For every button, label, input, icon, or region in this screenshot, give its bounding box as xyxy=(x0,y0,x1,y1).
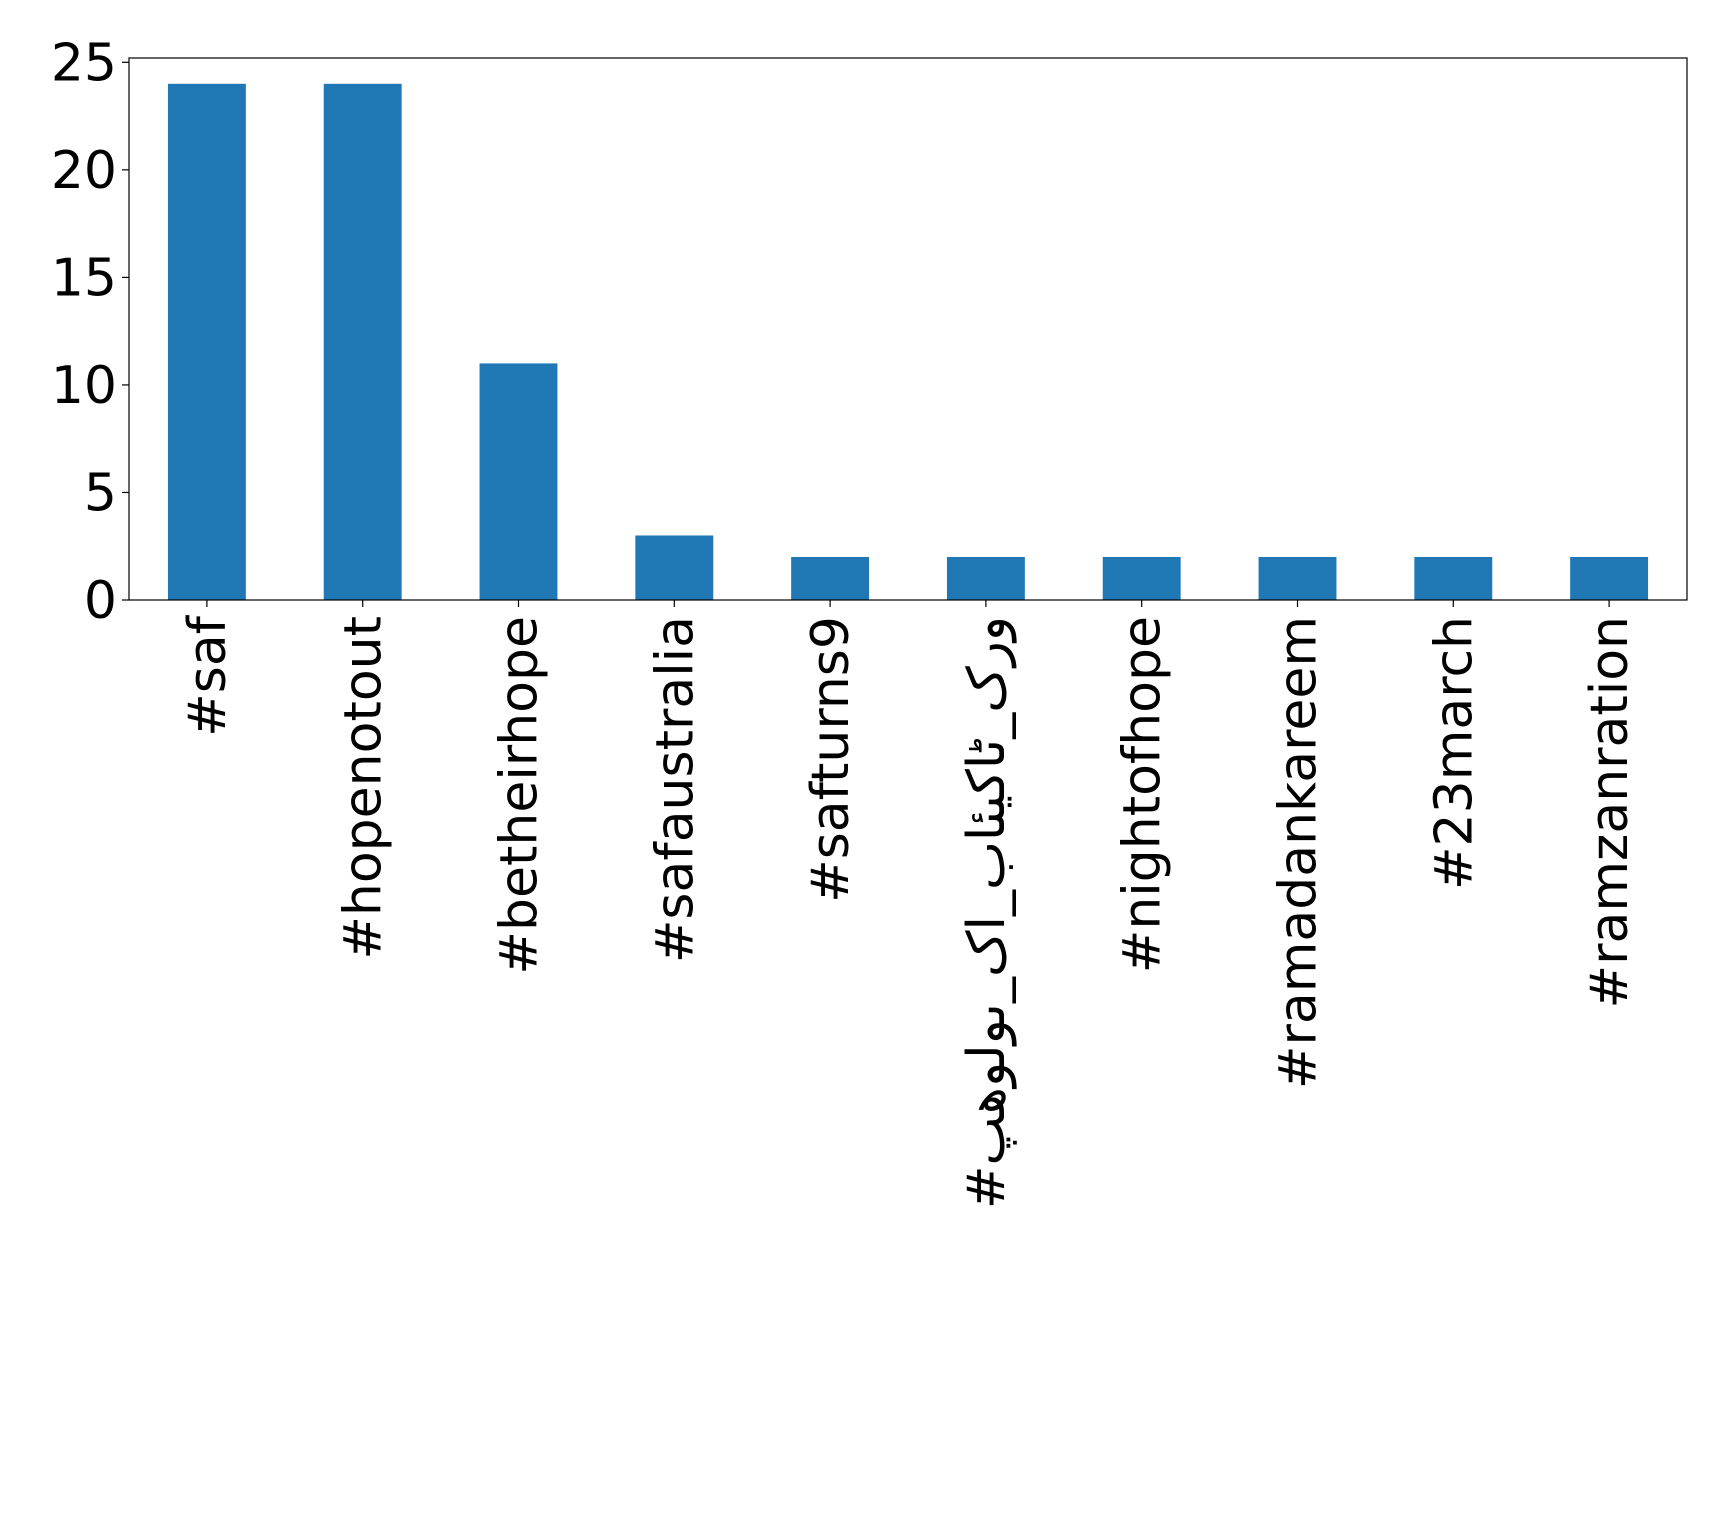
y-tick-label: 5 xyxy=(84,463,117,523)
x-tick-label: #betheirhope xyxy=(490,616,550,975)
x-tick-label: #23march xyxy=(1424,616,1484,890)
x-tick-label: #hopenotout xyxy=(334,616,394,960)
bar xyxy=(479,363,558,600)
bar xyxy=(635,535,714,600)
x-tick-label: #ramzanration xyxy=(1580,616,1640,1008)
y-tick-label: 0 xyxy=(84,571,117,631)
y-tick-label: 10 xyxy=(51,356,117,416)
y-tick-label: 20 xyxy=(51,141,117,201)
x-tick-label: #safturns9 xyxy=(801,616,861,903)
bar xyxy=(323,83,402,601)
x-tick-label: #nightofhope xyxy=(1113,616,1173,973)
x-tick-label: #پھولوں_کا_بائیکاٹ_کرو xyxy=(957,616,1017,1209)
bar xyxy=(946,556,1025,600)
bar xyxy=(1102,556,1181,600)
bar xyxy=(1570,556,1649,600)
bar xyxy=(791,556,870,600)
x-tick-label: #ramadankareem xyxy=(1269,616,1329,1089)
bar xyxy=(1414,556,1493,600)
y-tick-label: 25 xyxy=(51,33,117,93)
x-tick-label: #saf xyxy=(178,614,238,737)
x-tick-label: #safaustralia xyxy=(645,616,705,963)
y-tick-label: 15 xyxy=(51,248,117,308)
bar xyxy=(167,83,246,601)
bar xyxy=(1258,556,1337,600)
plot-frame xyxy=(128,57,1688,601)
